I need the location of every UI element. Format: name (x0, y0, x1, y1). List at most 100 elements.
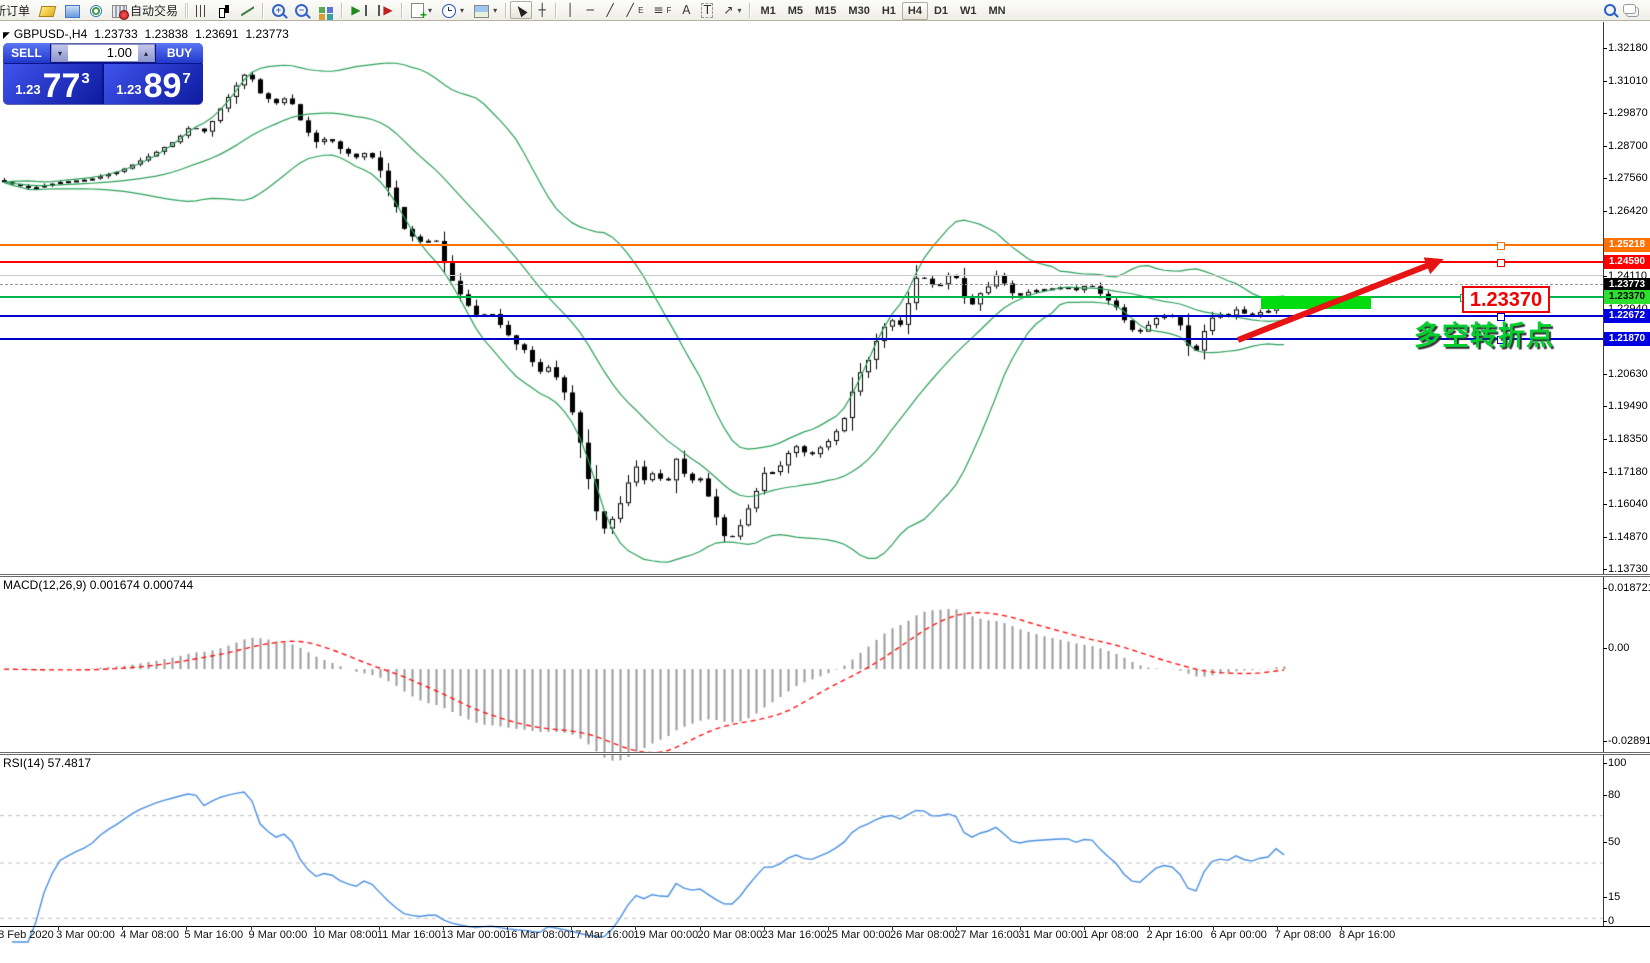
bar-chart-button[interactable] (191, 1, 213, 19)
sell-button[interactable]: SELL (3, 43, 50, 63)
time-axis-tickmark (1148, 926, 1150, 930)
rsi-axis-tickmark (1603, 921, 1607, 922)
time-axis-label: 17 Mar 16:00 (569, 929, 635, 941)
tile-windows-icon (319, 7, 326, 13)
chart-shift-bar (378, 4, 381, 16)
zoom-in-button[interactable]: + (267, 1, 290, 19)
channel-button[interactable]: ╱ E (620, 1, 648, 19)
price-axis-tick-label: 1.32180 (1608, 42, 1648, 54)
time-axis-tickmark (1212, 926, 1214, 930)
pane-separator-rsi[interactable] (0, 752, 1650, 755)
ohlc-high: 1.23838 (144, 27, 189, 41)
price-line-silver-level[interactable] (0, 274, 1603, 276)
timeframe-w1-button[interactable]: W1 (954, 2, 983, 20)
sell-price-tile[interactable]: 1.23 77 3 (3, 64, 102, 104)
candlestick-chart-button[interactable] (213, 1, 236, 19)
macd-label: MACD(12,26,9) 0.001674 0.000744 (3, 578, 194, 592)
auto-scroll-button[interactable]: ▶ (346, 1, 372, 19)
templates-button[interactable]: ▾ (469, 1, 502, 19)
timeframe-m1-button[interactable]: M1 (754, 2, 781, 20)
chart-shift-button[interactable]: ▶ (372, 1, 398, 19)
label-tool-button[interactable]: T (696, 1, 718, 19)
price-line-support-upper[interactable] (0, 315, 1603, 318)
price-badge-resistance-lower: 1.24590 (1604, 255, 1650, 270)
autotrading-icon (112, 4, 130, 20)
price-axis-tick-label: 1.17180 (1608, 465, 1648, 478)
periods-button[interactable]: ▾ (437, 1, 469, 19)
shapes-button[interactable]: ↗ ▾ (718, 1, 746, 19)
mt4-window: 新订单 自动交易 + − ▶ ▶ ▾ ▾ ▾ ┼ │ ─ ╱ ╱E ≡F A T (0, 0, 1650, 942)
price-axis-border (1603, 22, 1604, 926)
timeframe-mn-button[interactable]: MN (983, 2, 1012, 20)
price-line-resistance-upper[interactable] (0, 243, 1603, 246)
toolbar-separator (555, 2, 558, 18)
timeframe-h4-button[interactable]: H4 (901, 1, 928, 20)
fibonacci-letter: F (666, 5, 672, 15)
chinese-annotation-text[interactable]: 多空转折点 (1414, 321, 1554, 351)
timeframe-m5-button[interactable]: M5 (782, 2, 809, 20)
time-axis-tickmark (699, 926, 701, 930)
price-line-resistance-lower[interactable] (0, 261, 1603, 264)
horizontal-line-icon: ─ (586, 2, 594, 17)
price-axis-tickmark (1603, 536, 1607, 538)
new-order-button[interactable]: 新订单 (0, 1, 35, 19)
search-button[interactable] (1599, 1, 1621, 19)
horizontal-line-button[interactable]: ─ (580, 1, 600, 19)
chart-area[interactable] (0, 21, 1650, 963)
cursor-button[interactable] (510, 1, 533, 19)
price-line-current-price[interactable] (0, 284, 1603, 286)
time-axis-label: 4 Mar 08:00 (120, 929, 179, 941)
crosshair-button[interactable]: ┼ (532, 1, 552, 19)
price-line-pivot-green[interactable] (0, 295, 1603, 298)
pane-separator-macd[interactable] (0, 574, 1650, 577)
price-axis-tickmark (1603, 374, 1607, 376)
volume-decrease-button[interactable]: ▾ (52, 45, 68, 61)
price-callout-label[interactable]: 1.23370 (1462, 286, 1550, 313)
macd-axis-label: 0.00 (1608, 642, 1630, 655)
fibonacci-button[interactable]: ≡ F (648, 1, 676, 19)
indicators-button[interactable]: ▾ (406, 1, 437, 20)
timeframe-m15-button[interactable]: M15 (809, 2, 842, 20)
price-axis-tick-label: 1.13730 (1608, 563, 1648, 575)
line-handle[interactable] (1497, 259, 1505, 268)
chevron-down-icon: ▾ (428, 5, 433, 15)
time-axis-tickmark (378, 926, 380, 930)
timeframe-group: M1 M5 M15 M30 H1 H4 D1 W1 MN (754, 1, 1011, 20)
signals-button[interactable] (85, 1, 107, 19)
price-axis-tickmark (1603, 406, 1607, 408)
text-tool-button[interactable]: A (676, 1, 696, 19)
chat-button[interactable] (1621, 1, 1644, 19)
price-chart-canvas[interactable] (0, 21, 1650, 963)
timeframe-h1-button[interactable]: H1 (876, 2, 902, 20)
rsi-axis-label: 80 (1608, 788, 1621, 801)
search-icon (1604, 4, 1616, 16)
price-axis-tickmark (1603, 308, 1607, 310)
line-chart-button[interactable] (236, 1, 259, 19)
volume-input[interactable]: 1.00 (106, 45, 132, 60)
line-handle[interactable] (1497, 241, 1505, 250)
toolbar: 新订单 自动交易 + − ▶ ▶ ▾ ▾ ▾ ┼ │ ─ ╱ ╱E ≡F A T (0, 0, 1650, 21)
volume-stepper: ▾ 1.00 ▴ (51, 44, 155, 62)
bar-chart-icon (196, 4, 209, 17)
volume-increase-button[interactable]: ▴ (138, 45, 154, 61)
timeframe-m30-button[interactable]: M30 (842, 2, 875, 20)
zoom-out-button[interactable]: − (290, 1, 313, 19)
vertical-line-button[interactable]: │ (560, 1, 580, 19)
price-axis-tickmark (1603, 48, 1607, 49)
line-handle[interactable] (1497, 336, 1505, 345)
buy-button[interactable]: BUY (156, 43, 203, 63)
market-watch-button[interactable] (60, 1, 85, 19)
line-handle[interactable] (1497, 313, 1505, 322)
tile-windows-button[interactable] (313, 1, 338, 19)
time-axis-label: 19 Mar 00:00 (633, 929, 699, 941)
price-line-support-lower[interactable] (0, 338, 1603, 341)
buy-price-tile[interactable]: 1.23 89 7 (104, 64, 203, 104)
new-chart-button[interactable] (35, 1, 60, 19)
timeframe-d1-button[interactable]: D1 (928, 2, 954, 20)
rsi-label: RSI(14) 57.4817 (3, 756, 92, 770)
autotrading-button[interactable]: 自动交易 (107, 1, 183, 20)
indicators-add-icon (411, 2, 427, 20)
trendline-button[interactable]: ╱ (600, 1, 620, 19)
price-badge-support-lower: 1.21870 (1604, 332, 1650, 347)
line-chart-icon (241, 4, 254, 17)
